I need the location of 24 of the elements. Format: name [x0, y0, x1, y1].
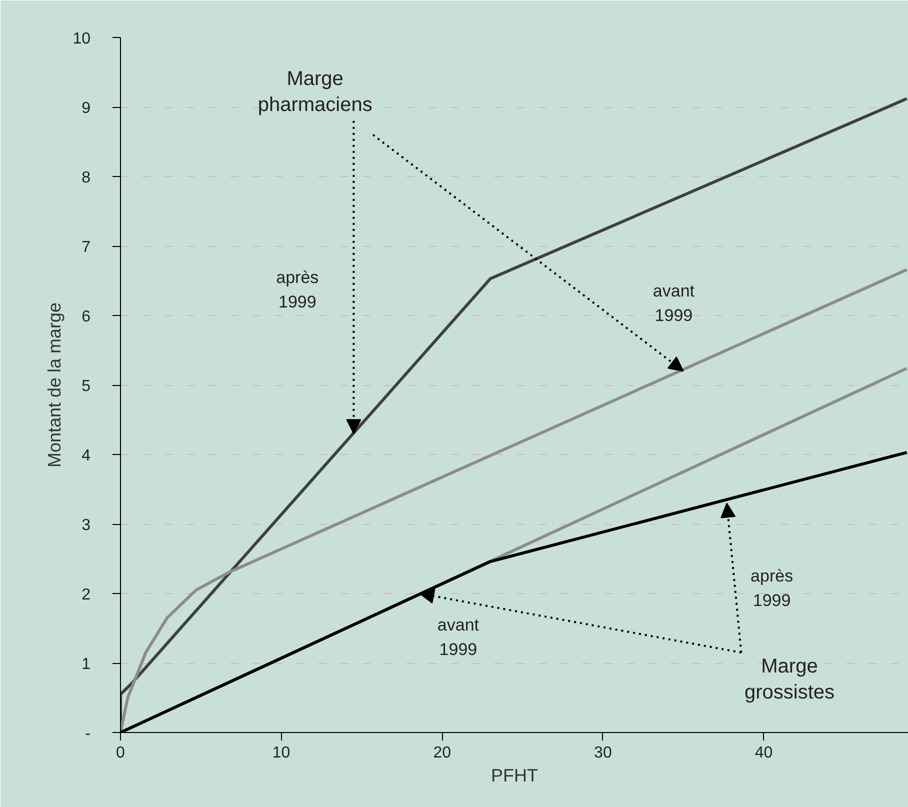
y-tick-label: 4	[82, 448, 91, 464]
y-tick-label: 6	[82, 308, 91, 326]
annotation: avant 1999	[652, 282, 695, 326]
x-tick-label: 10	[272, 744, 290, 762]
y-tick-label: -	[85, 726, 90, 742]
x-tick-label: 30	[594, 744, 612, 762]
annotation: avant 1999	[437, 615, 480, 659]
y-tick-label: 3	[82, 517, 91, 534]
y-tick-label: 9	[82, 100, 91, 117]
annotation: après 1999	[276, 268, 319, 312]
y-tick-label: 2	[82, 586, 91, 604]
x-axis-title: PFHT	[491, 766, 538, 786]
y-axis-title: Montant de la marge	[44, 302, 65, 468]
x-tick-label: 40	[754, 744, 773, 762]
y-tick-label: 8	[82, 170, 91, 186]
x-tick-label: 20	[433, 744, 452, 762]
y-tick-label: 10	[72, 30, 91, 48]
annotation: Marge grossistes	[744, 655, 835, 704]
y-tick-label: 5	[82, 378, 91, 395]
annotation: Marge pharmaciens	[258, 68, 372, 116]
annotation: après 1999	[750, 566, 794, 610]
y-tick-label: 1	[82, 656, 91, 673]
y-tick-label: 7	[82, 239, 91, 256]
x-tick-label: 0	[116, 744, 126, 762]
